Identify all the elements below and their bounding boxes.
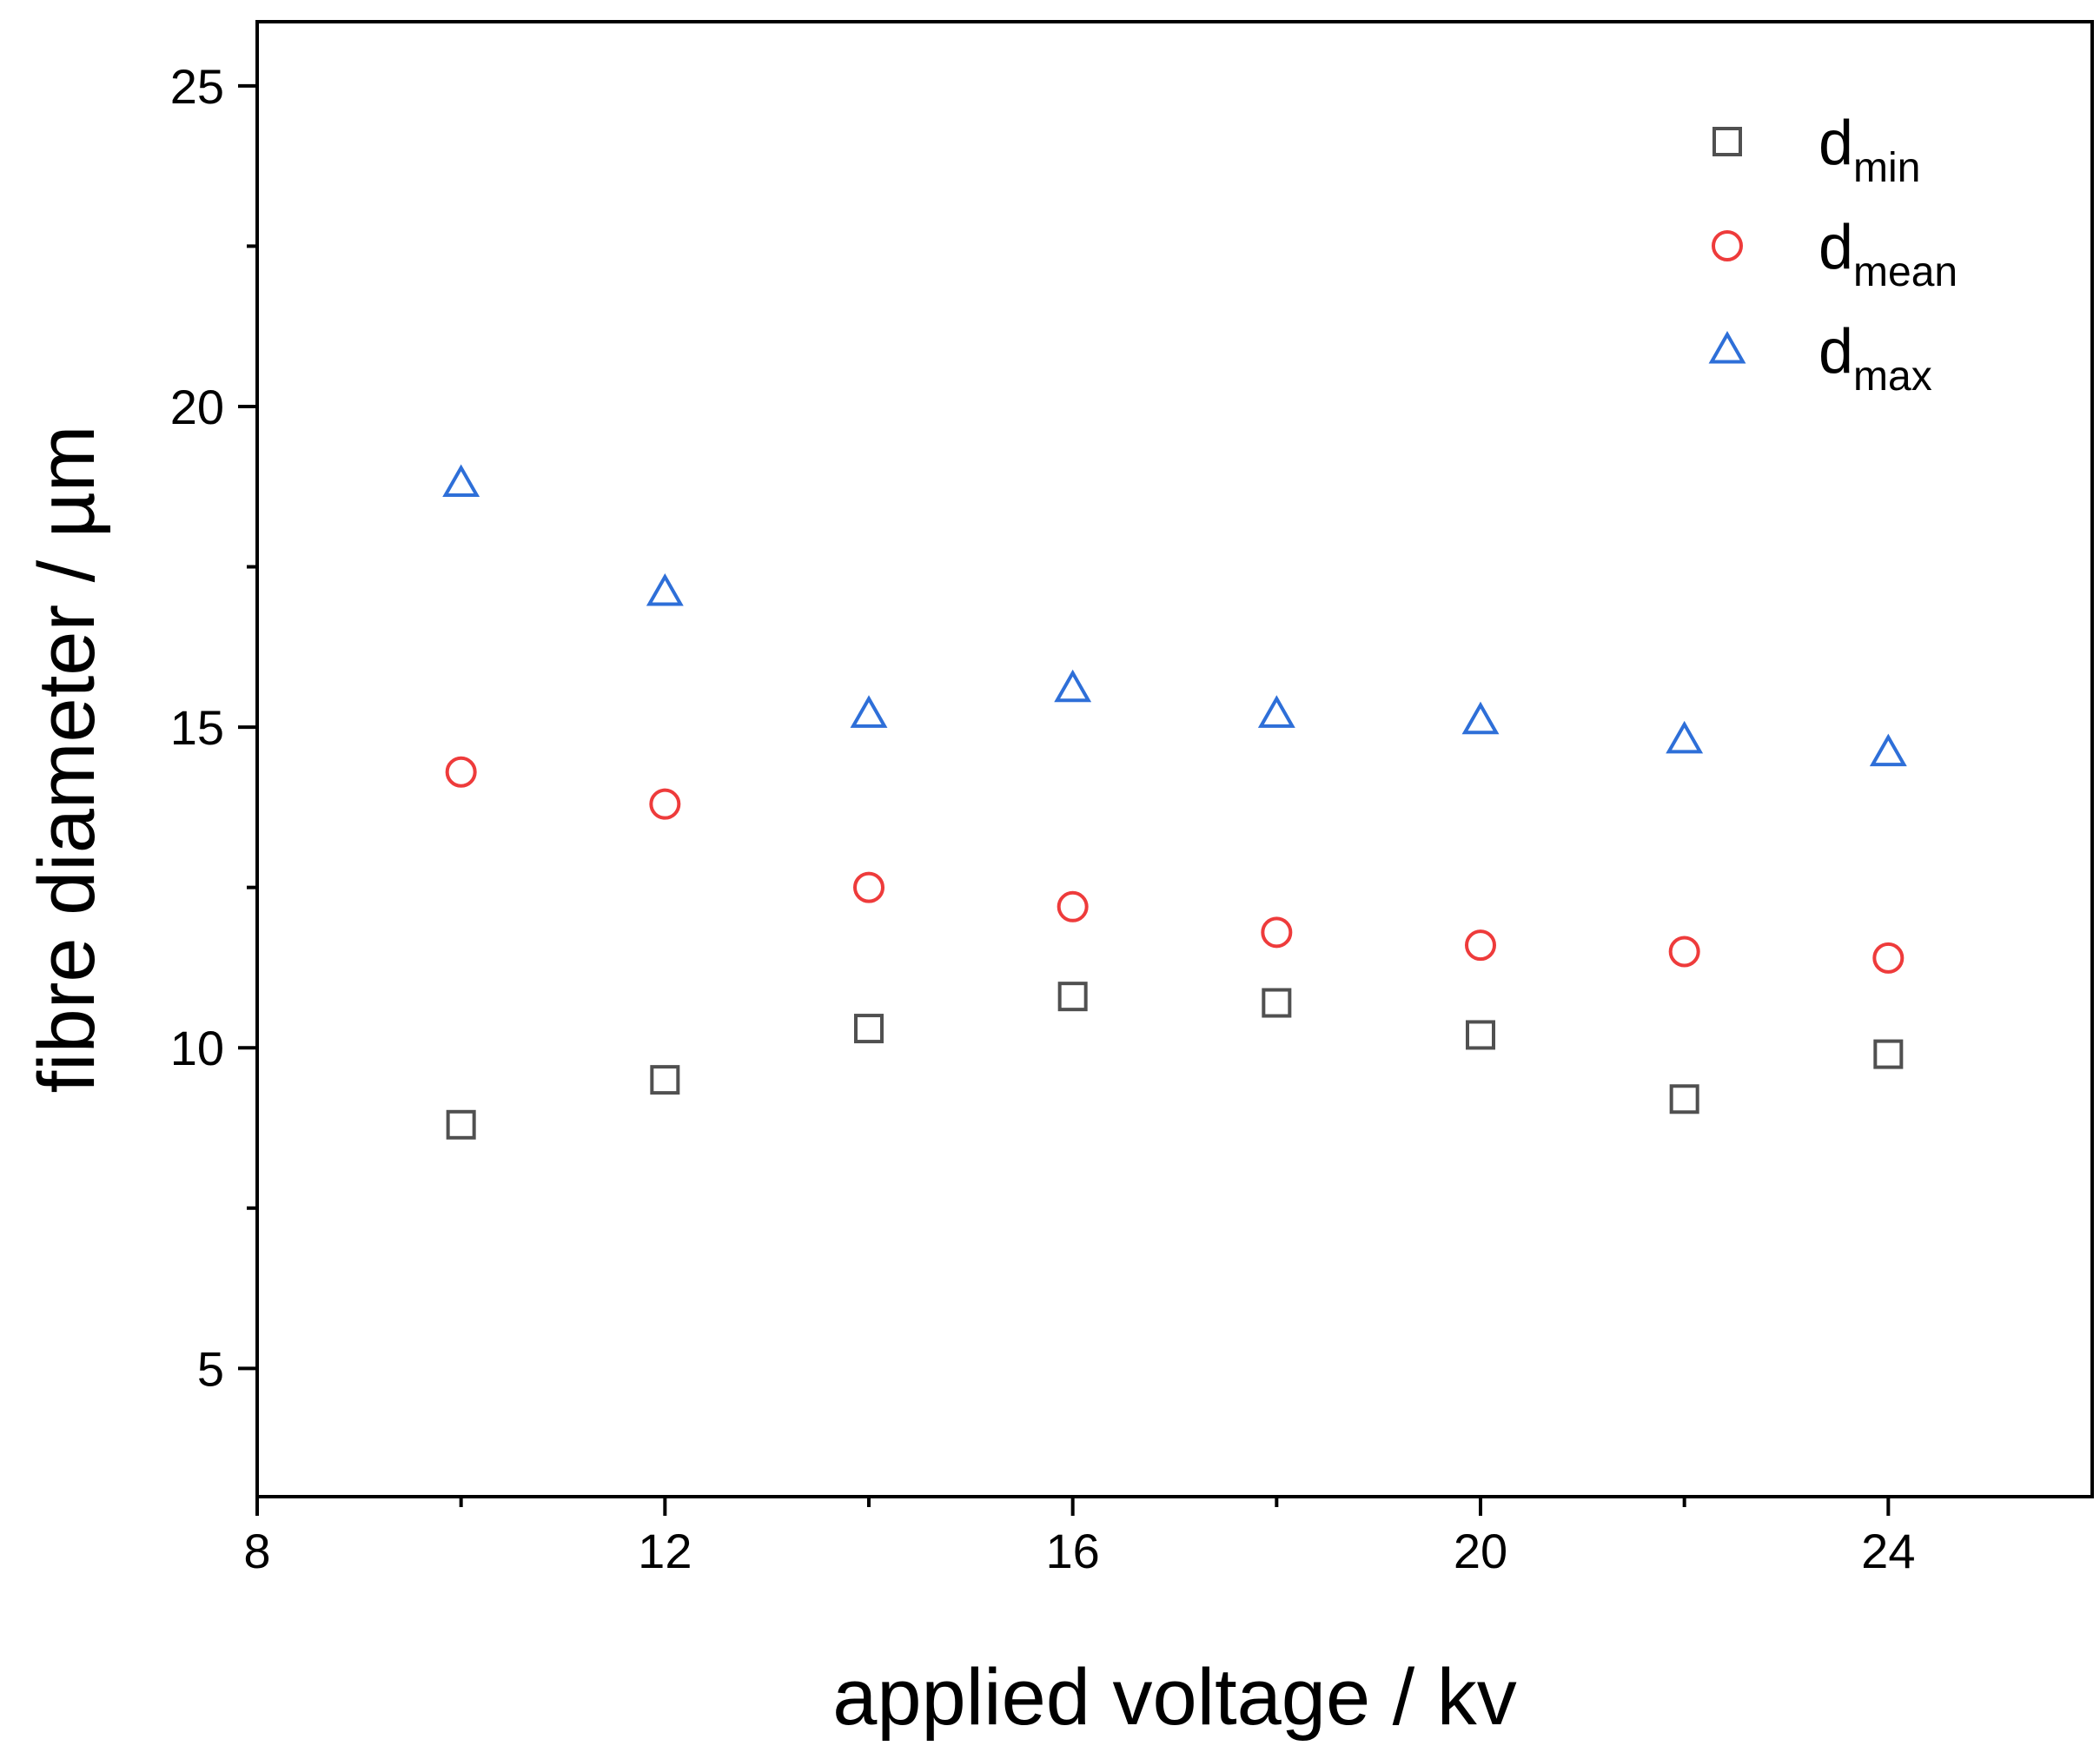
x-axis: 8 12 16 20 24	[243, 1497, 1915, 1578]
y-axis-title: fibre diameter / µm	[23, 426, 111, 1094]
data-point-d-max	[1257, 695, 1295, 728]
data-point-d-min	[446, 1109, 476, 1140]
data-point-d-max	[850, 695, 888, 728]
y-axis: 5 10 15 20 25	[170, 59, 257, 1396]
plot-frame	[255, 20, 2094, 1498]
x-axis-title: applied voltage / kv	[832, 1653, 1517, 1742]
y-tick-label: 20	[170, 380, 224, 434]
data-point-d-max	[646, 573, 684, 606]
x-tick-label: 24	[1861, 1524, 1915, 1578]
data-point-d-mean	[649, 788, 681, 820]
data-point-d-mean	[1465, 929, 1496, 962]
data-markers	[442, 464, 1907, 1140]
legend: dmin dmean dmax	[1708, 109, 1958, 400]
x-tick-label: 12	[638, 1524, 692, 1578]
data-point-d-min	[1057, 982, 1088, 1012]
data-point-d-max	[442, 464, 480, 498]
y-tick-label: 15	[170, 700, 224, 755]
data-point-d-max	[1666, 720, 1704, 754]
data-point-d-min	[1873, 1039, 1904, 1069]
data-point-d-max	[1461, 701, 1500, 735]
data-point-d-mean	[1057, 890, 1089, 922]
x-tick-label: 16	[1046, 1524, 1100, 1578]
data-point-d-mean	[1872, 942, 1905, 974]
data-point-d-mean	[1261, 916, 1293, 949]
legend-label-d-min: dmin	[1818, 109, 1920, 191]
y-tick-label: 25	[170, 59, 224, 114]
data-point-d-mean	[1668, 936, 1700, 968]
legend-label-d-max: dmax	[1818, 317, 1932, 400]
data-point-d-max	[1054, 669, 1092, 703]
data-point-d-min	[1669, 1084, 1699, 1114]
data-point-d-min	[854, 1014, 884, 1044]
legend-label-d-mean: dmean	[1818, 213, 1958, 295]
legend-marker-d-min	[1712, 127, 1742, 156]
x-tick-label: 8	[243, 1524, 270, 1578]
data-point-d-min	[1466, 1020, 1495, 1050]
data-point-d-mean	[853, 871, 884, 903]
legend-marker-d-mean	[1712, 230, 1743, 261]
legend-marker-d-max	[1708, 330, 1746, 364]
x-tick-label: 20	[1454, 1524, 1507, 1578]
data-point-d-mean	[445, 756, 477, 788]
y-tick-label: 5	[197, 1341, 224, 1396]
data-point-d-min	[1262, 988, 1292, 1018]
data-point-d-max	[1869, 733, 1907, 767]
y-tick-label: 10	[170, 1021, 224, 1075]
data-point-d-min	[650, 1065, 680, 1095]
